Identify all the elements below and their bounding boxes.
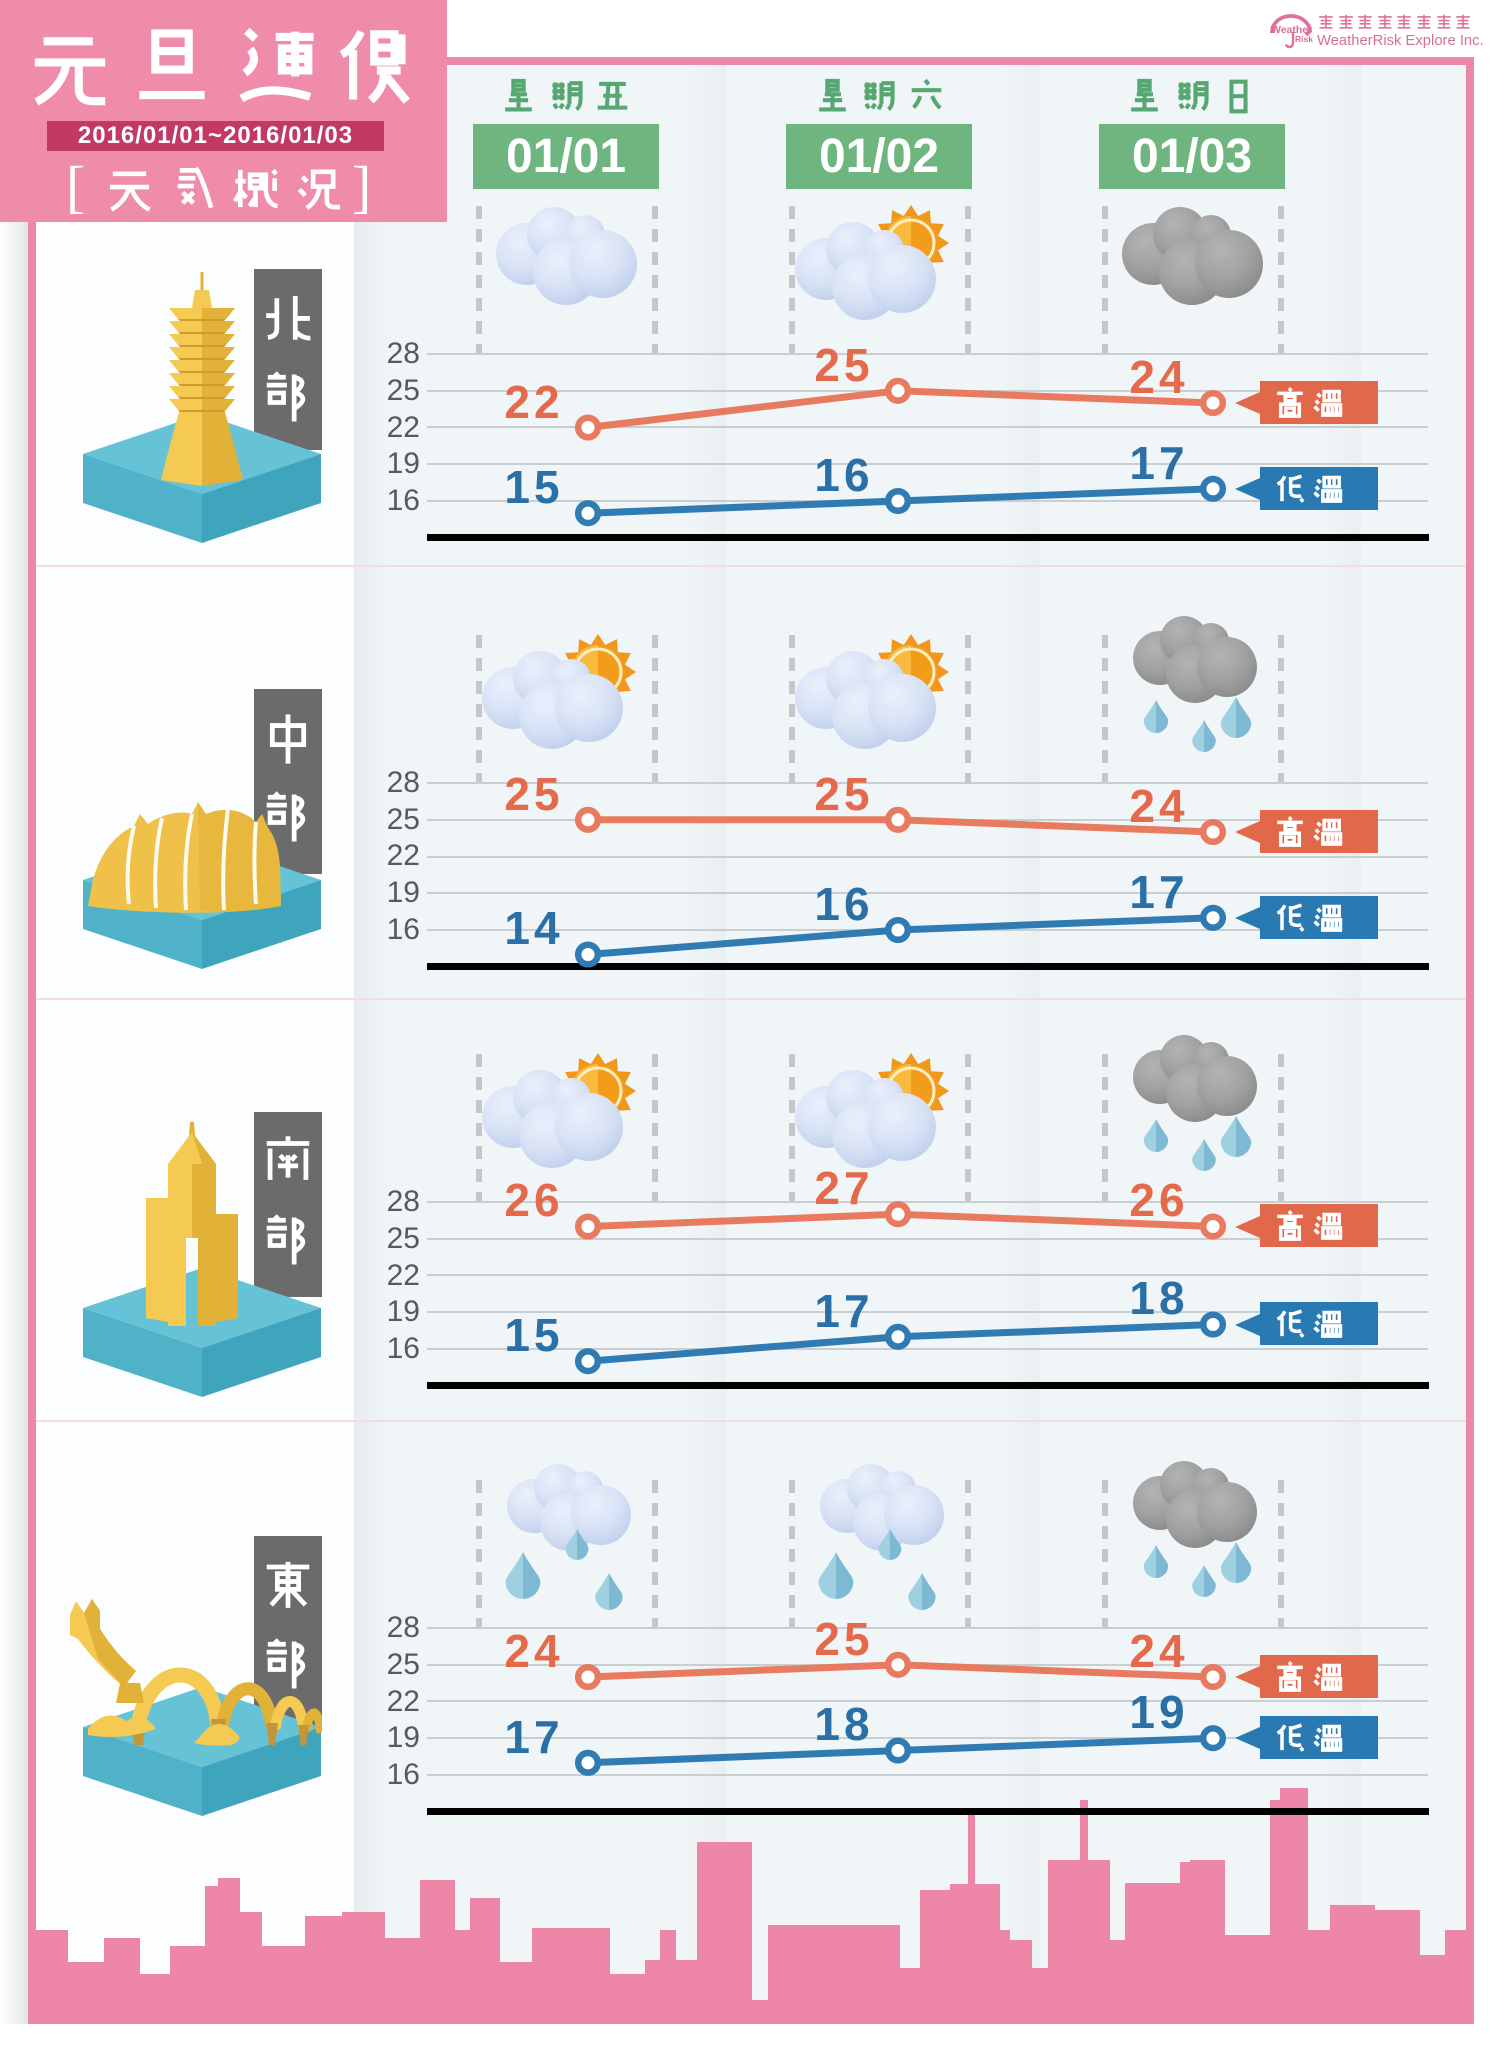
svg-text:Weather: Weather xyxy=(1271,24,1312,36)
svg-text:Risk: Risk xyxy=(1295,34,1313,44)
